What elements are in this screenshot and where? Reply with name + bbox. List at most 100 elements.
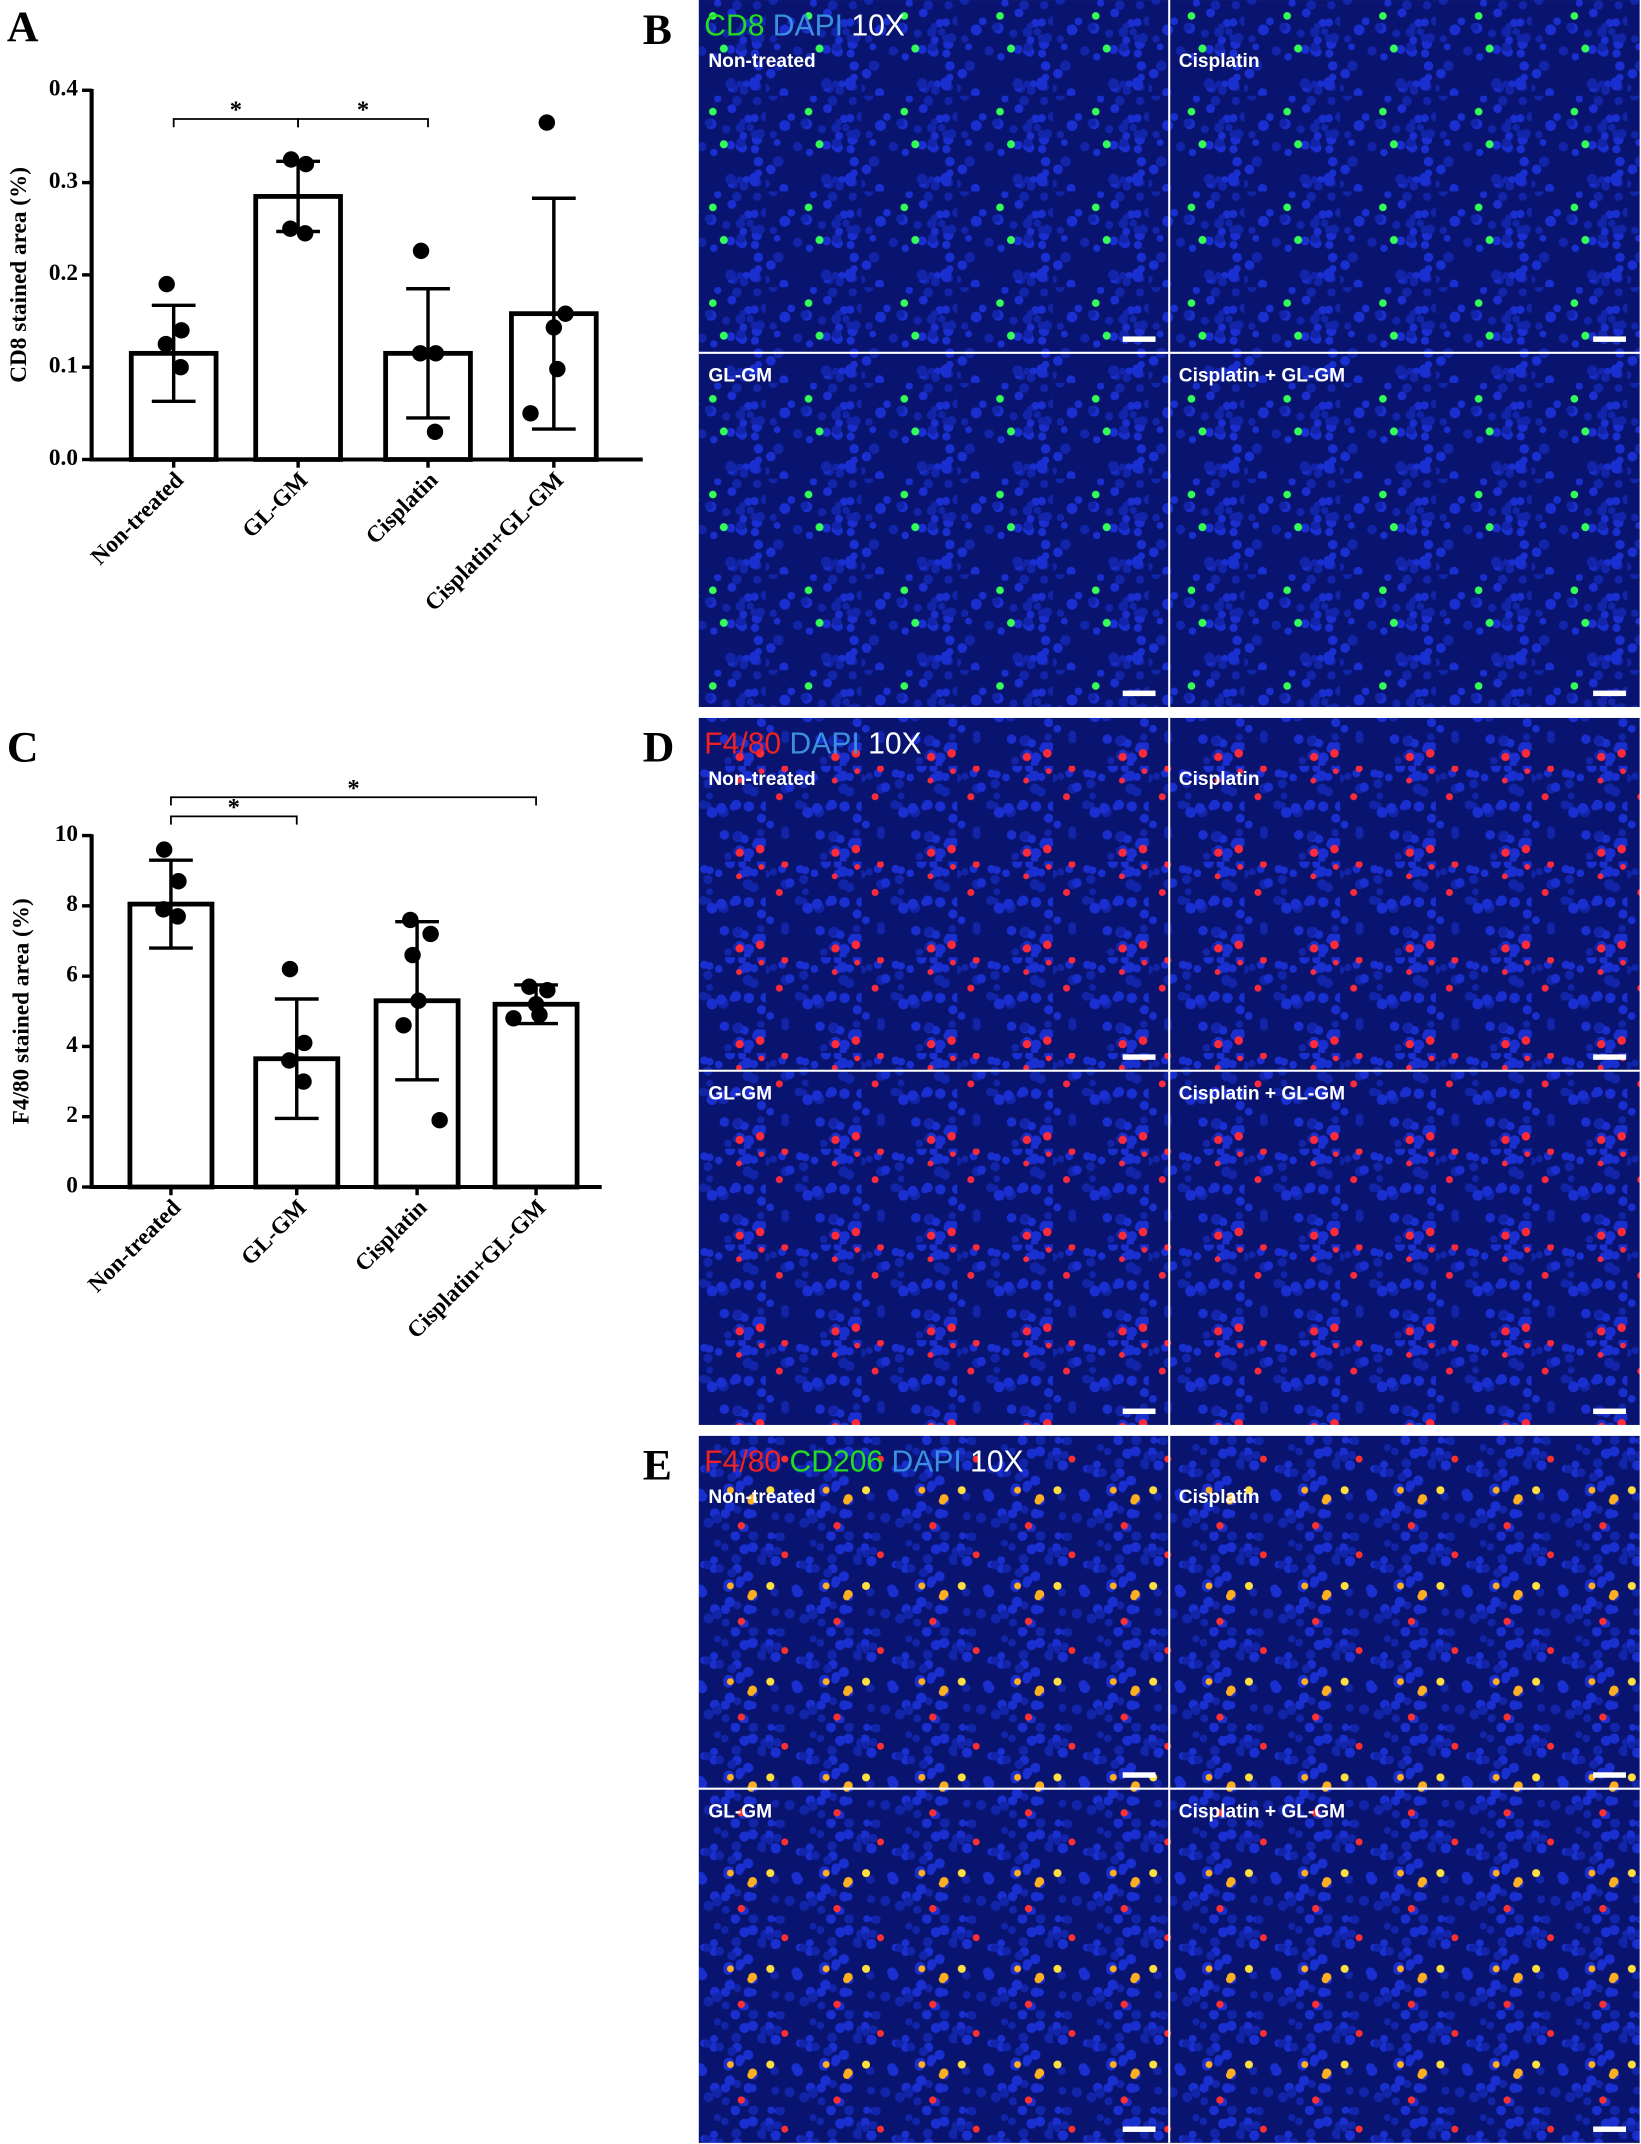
y-tick-label: 0.0 (49, 445, 78, 471)
x-tick-label: Cisplatin+GL-GM (420, 467, 569, 616)
data-point (557, 305, 574, 322)
stain-label: 10X (970, 1445, 1024, 1478)
data-point (410, 992, 427, 1009)
data-point (282, 151, 300, 168)
data-point (539, 981, 556, 999)
y-tick-label: 0.1 (49, 353, 78, 379)
y-tick-label: 0 (66, 1172, 78, 1198)
error-bar (151, 303, 196, 404)
data-point (281, 1052, 298, 1069)
y-tick-label: 4 (66, 1032, 78, 1058)
panel-letter: D (643, 724, 675, 772)
stain-label: 10X (868, 728, 922, 761)
data-point (157, 335, 175, 353)
stain-legend: CD8 DAPI 10X (704, 10, 905, 43)
scale-bar (1593, 1772, 1626, 1778)
stain-label: DAPI (773, 10, 843, 43)
y-axis-label: CD8 stained area (%) (6, 167, 32, 383)
quadrant-label: Cisplatin (1179, 1487, 1260, 1508)
y-tick-label: 6 (66, 961, 78, 987)
data-point (402, 911, 419, 929)
error-bar (149, 858, 193, 950)
panel-letter: A (7, 3, 39, 51)
x-tick-label: Non-treated (83, 1195, 186, 1298)
stain-label: F4/80 (704, 1445, 781, 1478)
significance-bracket (170, 796, 537, 806)
scale-bar (1122, 1054, 1156, 1060)
significance-label: * (347, 775, 359, 802)
stain-legend: F4/80 CD206 DAPI 10X (704, 1445, 1023, 1478)
y-tick-label: 0.3 (49, 168, 78, 194)
data-point (296, 225, 314, 242)
scale-bar (1593, 1408, 1626, 1415)
data-point (281, 960, 299, 978)
data-point (282, 220, 299, 237)
y-tick-label: 8 (66, 891, 78, 917)
data-point (412, 345, 429, 362)
data-point (297, 155, 315, 173)
quadrant-label: GL-GM (708, 366, 772, 387)
stain-label: F4/80 (704, 728, 781, 761)
stain-label: DAPI (790, 728, 860, 761)
quadrant-label: Non-treated (708, 51, 815, 72)
data-point (531, 1006, 548, 1024)
panel-letter: E (643, 1442, 672, 1490)
scale-bar (1122, 1772, 1156, 1778)
quadrant-label: Non-treated (708, 1487, 815, 1508)
x-tick-label: Non-treated (86, 467, 189, 570)
stain-legend: F4/80 DAPI 10X (704, 728, 921, 761)
data-point (170, 873, 187, 890)
micrograph-panel: F4/80 CD206 DAPI 10X Non-treated Cisplatin… (698, 1435, 1640, 2143)
data-point (295, 1073, 312, 1090)
y-tick-label: 10 (55, 821, 78, 847)
data-point (505, 1010, 522, 1027)
stain-label: CD8 (704, 10, 764, 43)
scale-bar (1122, 690, 1156, 697)
panel-letter: C (7, 724, 39, 772)
y-tick-label: 0.2 (49, 260, 78, 286)
significance-label: * (228, 794, 240, 821)
quadrant-label: GL-GM (708, 1801, 772, 1822)
x-tick-label: GL-GM (236, 1195, 312, 1271)
data-point (172, 358, 189, 376)
quadrant-label: Cisplatin + GL-GM (1179, 366, 1345, 387)
quadrant-label: Cisplatin + GL-GM (1179, 1801, 1345, 1822)
data-point (422, 925, 439, 943)
scale-bar (1122, 336, 1156, 342)
data-point (426, 423, 444, 441)
quadrant-label: Cisplatin (1179, 51, 1260, 72)
data-point (412, 242, 430, 260)
x-tick-label: GL-GM (237, 467, 313, 543)
error-bar (531, 196, 576, 431)
x-tick-label: Cisplatin (361, 467, 443, 549)
data-point (155, 901, 172, 918)
significance-label: * (230, 97, 242, 124)
data-point (549, 360, 566, 378)
bar (492, 1001, 580, 1190)
quadrant-label: Cisplatin + GL-GM (1179, 1083, 1345, 1104)
quadrant-label: Non-treated (708, 769, 815, 790)
data-point (169, 908, 186, 925)
data-point (296, 1034, 313, 1052)
micrograph-panel: F4/80 DAPI 10X Non-treated Cisplatin GL-GM C… (698, 717, 1640, 1425)
micrograph-panel: CD8 DAPI 10X Non-treated Cisplatin GL-GM Cis… (698, 0, 1640, 708)
data-point (395, 1017, 412, 1034)
data-point (404, 946, 421, 964)
stain-label: DAPI (892, 1445, 962, 1478)
stain-label: CD206 (790, 1445, 884, 1478)
data-point (158, 275, 175, 293)
quadrant-label: Cisplatin (1179, 769, 1260, 790)
data-point (173, 322, 190, 339)
data-point (545, 319, 563, 336)
quadrant-label: GL-GM (708, 1083, 772, 1104)
x-tick-label: Cisplatin (350, 1195, 432, 1277)
y-axis-label: F4/80 stained area (%) (9, 898, 35, 1124)
scale-bar (1122, 2126, 1156, 2132)
stain-label: 10X (851, 10, 905, 43)
y-tick-label: 0.4 (49, 76, 78, 102)
data-point (155, 841, 173, 858)
scale-bar (1122, 1408, 1156, 1415)
scale-bar (1593, 336, 1626, 342)
